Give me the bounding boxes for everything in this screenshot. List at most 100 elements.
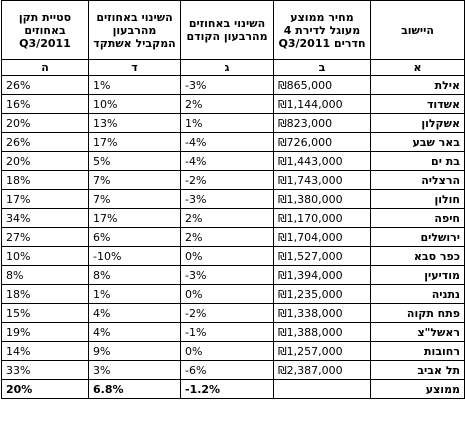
table-row: רחובות ₪1,257,000 0% 9% 14% [1,341,465,361]
std-deviation: 16% [1,94,89,114]
std-deviation: 19% [1,322,89,342]
change-previous-quarter: -1% [180,322,274,342]
table-row: חיפה ₪1,170,000 2% 17% 34% [1,208,465,228]
column-letter: ג [180,59,274,76]
change-previous-quarter: -6% [180,360,274,380]
change-previous-quarter: -3% [180,265,274,285]
city-name: בת ים [370,151,465,171]
table-row: אשקלון ₪823,000 1% 13% 20% [1,113,465,133]
change-previous-quarter: -4% [180,132,274,152]
std-deviation: 18% [1,170,89,190]
std-deviation: 10% [1,246,89,266]
city-name: תל אביב [370,360,465,380]
change-year-ago: 3% [88,360,181,380]
change-previous-quarter: 0% [180,246,274,266]
table-row: באר שבע ₪726,000 -4% 17% 26% [1,132,465,152]
table-row: ראשל"צ ₪1,388,000 -1% 4% 19% [1,322,465,342]
change-year-ago: 13% [88,113,181,133]
average-row: ממוצע -1.2% 6.8% 20% [1,379,465,399]
table-row: כפר סבא ₪1,527,000 0% -10% 10% [1,246,465,266]
header-change-previous-quarter: השינוי באחוזים מהרבעון הקודם [180,0,274,60]
header-change-year-ago: השינוי באחוזים מהרבעון המקביל אשתקד [88,0,181,60]
average-std-deviation: 20% [1,379,89,399]
city-name: כפר סבא [370,246,465,266]
std-deviation: 33% [1,360,89,380]
change-previous-quarter: -4% [180,151,274,171]
city-name: רחובות [370,341,465,361]
average-price: ₪2,387,000 [273,360,371,380]
column-letters-row: א ב ג ד ה [1,59,465,76]
std-deviation: 26% [1,75,89,95]
average-price: ₪1,443,000 [273,151,371,171]
std-deviation: 18% [1,284,89,304]
header-std-deviation: סטיית תקן באחוזים Q3/2011 [1,0,89,60]
city-name: ירושלים [370,227,465,247]
average-price: ₪1,338,000 [273,303,371,323]
std-deviation: 34% [1,208,89,228]
average-price: ₪823,000 [273,113,371,133]
column-letter: ד [88,59,181,76]
change-previous-quarter: -2% [180,303,274,323]
city-name: באר שבע [370,132,465,152]
std-deviation: 8% [1,265,89,285]
change-previous-quarter: 0% [180,341,274,361]
change-year-ago: 7% [88,189,181,209]
average-change-previous-quarter: -1.2% [180,379,274,399]
average-price: ₪1,388,000 [273,322,371,342]
change-previous-quarter: 2% [180,208,274,228]
change-year-ago: 7% [88,170,181,190]
change-year-ago: 4% [88,322,181,342]
change-year-ago: 5% [88,151,181,171]
change-year-ago: 8% [88,265,181,285]
average-price: ₪1,743,000 [273,170,371,190]
change-year-ago: 17% [88,132,181,152]
std-deviation: 15% [1,303,89,323]
city-name: הרצליה [370,170,465,190]
city-name: פתח תקוה [370,303,465,323]
average-label: ממוצע [370,379,465,399]
city-name: אשקלון [370,113,465,133]
city-name: מודיעין [370,265,465,285]
std-deviation: 17% [1,189,89,209]
change-previous-quarter: 2% [180,94,274,114]
change-previous-quarter: -3% [180,189,274,209]
table-body: אילת ₪865,000 -3% 1% 26% אשדוד ₪1,144,000 2% 10%… [1,75,465,380]
average-price: ₪726,000 [273,132,371,152]
table-row: הרצליה ₪1,743,000 -2% 7% 18% [1,170,465,190]
change-previous-quarter: 2% [180,227,274,247]
std-deviation: 14% [1,341,89,361]
average-price: ₪1,394,000 [273,265,371,285]
change-year-ago: 6% [88,227,181,247]
change-previous-quarter: 0% [180,284,274,304]
table-row: נתניה ₪1,235,000 0% 1% 18% [1,284,465,304]
table-row: אשדוד ₪1,144,000 2% 10% 16% [1,94,465,114]
column-letter: ב [273,59,371,76]
change-year-ago: 10% [88,94,181,114]
change-previous-quarter: -2% [180,170,274,190]
std-deviation: 20% [1,151,89,171]
city-name: נתניה [370,284,465,304]
average-price: ₪1,704,000 [273,227,371,247]
header-row: היישוב מחיר ממוצע מעוגל לדירת 4 חדרים Q3… [1,0,465,60]
average-price: ₪1,527,000 [273,246,371,266]
change-year-ago: 1% [88,75,181,95]
average-price: ₪1,235,000 [273,284,371,304]
table-row: תל אביב ₪2,387,000 -6% 3% 33% [1,360,465,380]
average-price [273,379,371,399]
change-year-ago: 4% [88,303,181,323]
housing-prices-table: היישוב מחיר ממוצע מעוגל לדירת 4 חדרים Q3… [1,0,465,399]
column-letter: ה [1,59,89,76]
change-year-ago: 9% [88,341,181,361]
column-letter: א [370,59,465,76]
header-average-price: מחיר ממוצע מעוגל לדירת 4 חדרים Q3/2011 [273,0,371,60]
table-row: בת ים ₪1,443,000 -4% 5% 20% [1,151,465,171]
city-name: חיפה [370,208,465,228]
table-row: אילת ₪865,000 -3% 1% 26% [1,75,465,95]
average-price: ₪1,144,000 [273,94,371,114]
table-row: ירושלים ₪1,704,000 2% 6% 27% [1,227,465,247]
std-deviation: 20% [1,113,89,133]
average-price: ₪1,380,000 [273,189,371,209]
change-previous-quarter: -3% [180,75,274,95]
average-price: ₪865,000 [273,75,371,95]
change-year-ago: 17% [88,208,181,228]
